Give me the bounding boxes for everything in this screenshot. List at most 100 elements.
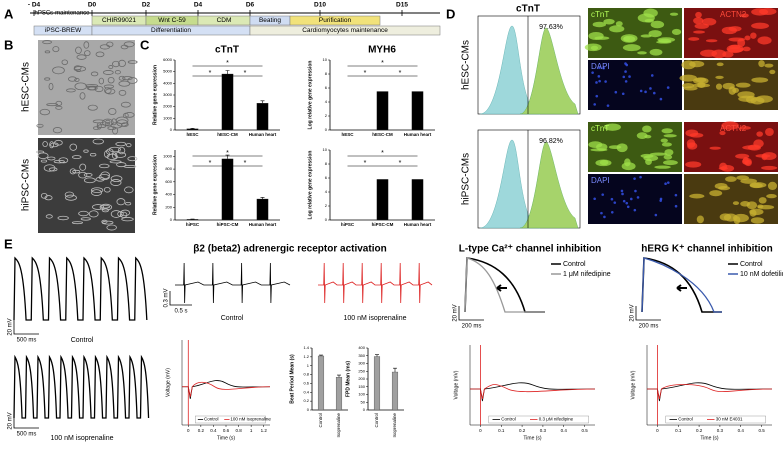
scale-label: 500 ms [17, 338, 37, 344]
y-tick-label: 8 [325, 71, 328, 76]
stain-signal [701, 18, 717, 26]
stain-signal [610, 210, 614, 214]
stain-label: ACTN2 [720, 10, 747, 19]
error-bar [375, 354, 379, 357]
significance: * [209, 70, 212, 77]
legend-label: 100 nM isoprenaline [230, 417, 271, 422]
stain-signal [613, 201, 617, 204]
legend-label: Control [204, 417, 219, 422]
x-tick-label: Isoprenaline [392, 413, 397, 438]
cell [104, 121, 110, 126]
y-tick-label: 1.2 [303, 354, 309, 359]
x-tick-label: hiPSC [341, 222, 355, 227]
stain-signal [654, 213, 658, 217]
x-tick-label: hiPSC [186, 222, 200, 227]
stain-signal [639, 89, 643, 93]
stain-signal [622, 199, 626, 203]
cell [61, 59, 68, 66]
stain-signal [595, 81, 598, 84]
cell [45, 214, 53, 219]
stain-signal [757, 204, 764, 209]
action-potential [464, 257, 545, 313]
field-potential [175, 262, 291, 304]
cell [92, 204, 104, 210]
stain-signal [681, 60, 696, 70]
y-tick-label: 100 [358, 392, 365, 397]
stain-signal [593, 197, 596, 201]
cell [101, 219, 108, 224]
stage-box [289, 15, 381, 26]
stain-signal [705, 39, 718, 43]
stain-signal [679, 74, 698, 82]
stain-signal [599, 159, 609, 166]
cell [55, 100, 63, 106]
cell [79, 92, 86, 100]
stain-signal [636, 196, 640, 199]
cell [52, 127, 63, 134]
stain-signal [740, 201, 751, 207]
x-tick-label: hESC [341, 132, 354, 137]
cell [65, 194, 77, 201]
cell [55, 105, 63, 110]
cell [100, 171, 110, 180]
stain-signal [652, 91, 656, 95]
x-tick-label: 0.1 [675, 428, 682, 433]
cell [92, 119, 105, 124]
significance: * [381, 60, 384, 67]
scale-label: 20 mV [453, 304, 459, 321]
overlay-trace [182, 381, 271, 397]
cell [123, 164, 137, 168]
x-tick-label: 1 [250, 428, 253, 433]
panel-label: A [4, 6, 14, 21]
y-axis-label: Voltage (mV) [630, 370, 636, 399]
x-tick-label: 0.2 [198, 428, 205, 433]
y-axis-label: Beat Period Mean (s) [289, 354, 295, 404]
bar [391, 371, 399, 411]
y-tick-label: 1000 [163, 153, 173, 158]
cell [103, 84, 115, 89]
cell [74, 82, 87, 91]
stain-signal [622, 44, 641, 52]
y-tick-label: 5000 [163, 69, 173, 74]
y-tick-label: 150 [358, 384, 365, 389]
scale-bar [13, 320, 39, 335]
y-tick-label: 0.6 [303, 380, 309, 385]
cell [78, 210, 89, 217]
stain-signal [714, 182, 728, 190]
phase-label: iPSC-BREW [45, 27, 82, 34]
cell [64, 191, 75, 198]
cell [75, 46, 82, 55]
stain-label: ACTN2 [720, 124, 747, 133]
arrow [676, 284, 687, 292]
error-bar [260, 197, 265, 199]
stain-signal [719, 162, 728, 171]
y-tick-label: 0 [170, 217, 173, 222]
cell [107, 76, 115, 84]
cell [110, 179, 122, 186]
stain-signal [661, 142, 672, 147]
chart-title: MYH6 [368, 45, 396, 56]
y-tick-label: 8 [325, 161, 328, 166]
cell [79, 163, 87, 171]
stain-signal [664, 182, 667, 185]
y-axis-label: Relative gene expression [152, 155, 158, 215]
stain-signal [742, 46, 751, 52]
bar [186, 219, 199, 221]
y-tick-label: 200 [358, 376, 365, 381]
stain-signal [650, 20, 665, 29]
phase-box [249, 25, 441, 36]
stain-signal [689, 193, 705, 199]
cell [83, 177, 96, 184]
scale-label: 20 mV [8, 412, 14, 429]
y-tick-label: 1000 [163, 115, 173, 120]
scale-label: 200 ms [462, 324, 482, 330]
x-tick-label: 0.4 [738, 428, 745, 433]
chart-title: cTnT [516, 4, 540, 15]
stain-signal [659, 199, 662, 202]
significance: * [226, 60, 229, 67]
legend-label: Control [740, 261, 763, 268]
day-label: D15 [396, 2, 408, 9]
stain-signal [740, 178, 758, 184]
scale-label: 500 ms [17, 432, 37, 438]
cell [125, 201, 132, 206]
